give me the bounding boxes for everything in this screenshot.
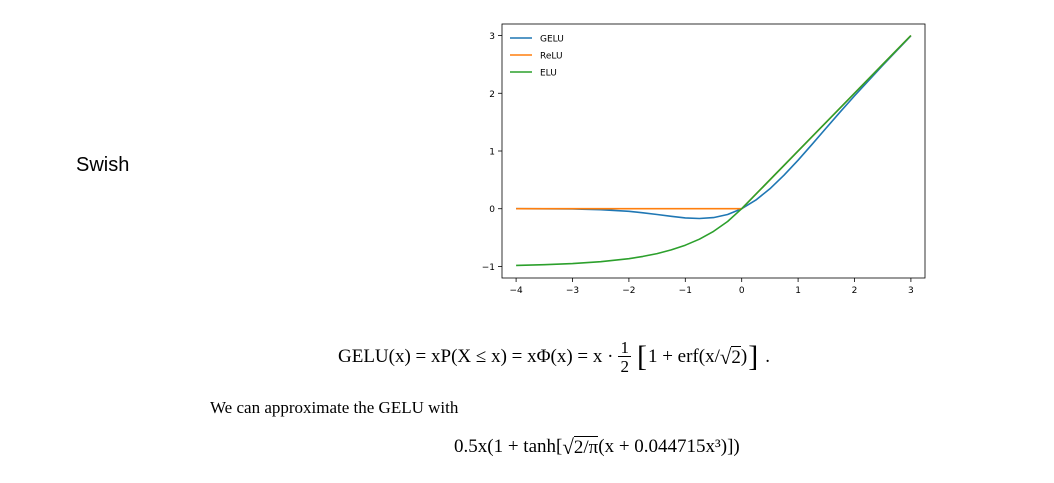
approx-prefix: 0.5x(1 + tanh[ (454, 436, 563, 457)
sqrt-sign: √ (562, 434, 574, 459)
y-axis-ticks: −1 0 1 2 3 (482, 32, 502, 273)
legend-elu-label: ELU (540, 69, 557, 79)
chart-legend: GELU ReLU ELU (510, 35, 564, 79)
gelu-definition-equation: GELU(x) = xP(X ≤ x) = xΦ(x) = x · 1 2 [ … (338, 332, 770, 382)
y-tick-label: −1 (482, 263, 495, 273)
x-axis-ticks: −4 −3 −2 −1 0 1 2 3 (509, 278, 914, 296)
x-tick-label: 1 (795, 286, 801, 296)
legend-gelu-label: GELU (540, 35, 564, 45)
legend-relu-label: ReLU (540, 52, 563, 62)
series-lines (516, 34, 912, 267)
plot-area-border (501, 23, 926, 279)
x-tick-label: 2 (852, 286, 858, 296)
x-tick-label: −4 (509, 286, 523, 296)
sqrt-two: √ 2 (719, 344, 741, 369)
approx-suffix: (x + 0.044715x³)]) (598, 436, 740, 457)
fraction-one-half: 1 2 (618, 338, 631, 376)
plot-frame (501, 23, 926, 279)
right-bracket: ] (748, 340, 759, 373)
activation-chart: −1 0 1 2 3 −4 −3 −2 −1 0 1 2 3 GELU ReLU ELU (482, 23, 926, 296)
x-tick-label: −2 (622, 286, 635, 296)
y-tick-label: 0 (489, 205, 495, 215)
y-tick-label: 3 (489, 32, 495, 42)
left-bracket: [ (636, 340, 647, 373)
sqrt-two-over-pi: √ 2/π (562, 434, 599, 459)
series-elu-line (516, 34, 912, 267)
swish-label: Swish (76, 154, 130, 176)
y-tick-label: 2 (489, 90, 495, 100)
x-tick-label: −1 (679, 286, 692, 296)
series-gelu-line (516, 35, 912, 220)
approximation-text: We can approximate the GELU with (210, 398, 459, 417)
y-tick-label: 1 (489, 148, 495, 158)
x-tick-label: −3 (566, 286, 579, 296)
erf-term: 1 + erf(x/ (647, 346, 720, 367)
equation-lhs: GELU(x) = xP(X ≤ x) = xΦ(x) = x · (338, 346, 614, 367)
equation-period: . (765, 346, 770, 367)
close-paren: ) (740, 346, 748, 367)
sqrt-sign: √ (719, 344, 732, 369)
x-tick-label: 3 (908, 286, 914, 296)
x-tick-label: 0 (739, 286, 745, 296)
gelu-approximation-equation: 0.5x(1 + tanh[ √ 2/π (x + 0.044715x³)]) (454, 436, 740, 458)
